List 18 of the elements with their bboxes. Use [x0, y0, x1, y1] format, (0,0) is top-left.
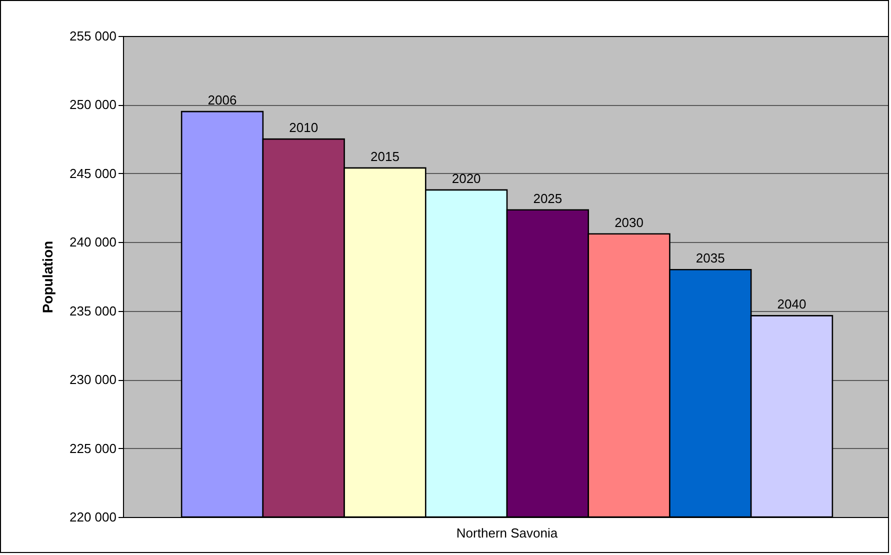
series-label: 2040: [777, 296, 806, 312]
series-label: 2006: [208, 92, 237, 108]
y-tick-label: 240 000: [70, 234, 116, 250]
y-tick-label: 220 000: [70, 510, 116, 524]
series-label: 2030: [614, 214, 644, 230]
series-label: 2035: [696, 250, 725, 266]
series-label: 2020: [452, 170, 481, 186]
y-tick-label: 245 000: [70, 166, 116, 181]
y-tick-label: 235 000: [70, 303, 116, 318]
y-tick-label: 250 000: [70, 97, 116, 112]
series-label: 2015: [370, 148, 400, 164]
y-tick-label: 255 000: [70, 28, 116, 44]
y-axis-title: Population: [40, 240, 56, 314]
series-label: 2010: [289, 120, 318, 136]
y-tick-label: 225 000: [70, 440, 116, 456]
series-label: 2025: [533, 190, 562, 206]
y-tick-label: 230 000: [70, 372, 116, 388]
x-tick-label: Northern Savonia: [456, 526, 558, 540]
